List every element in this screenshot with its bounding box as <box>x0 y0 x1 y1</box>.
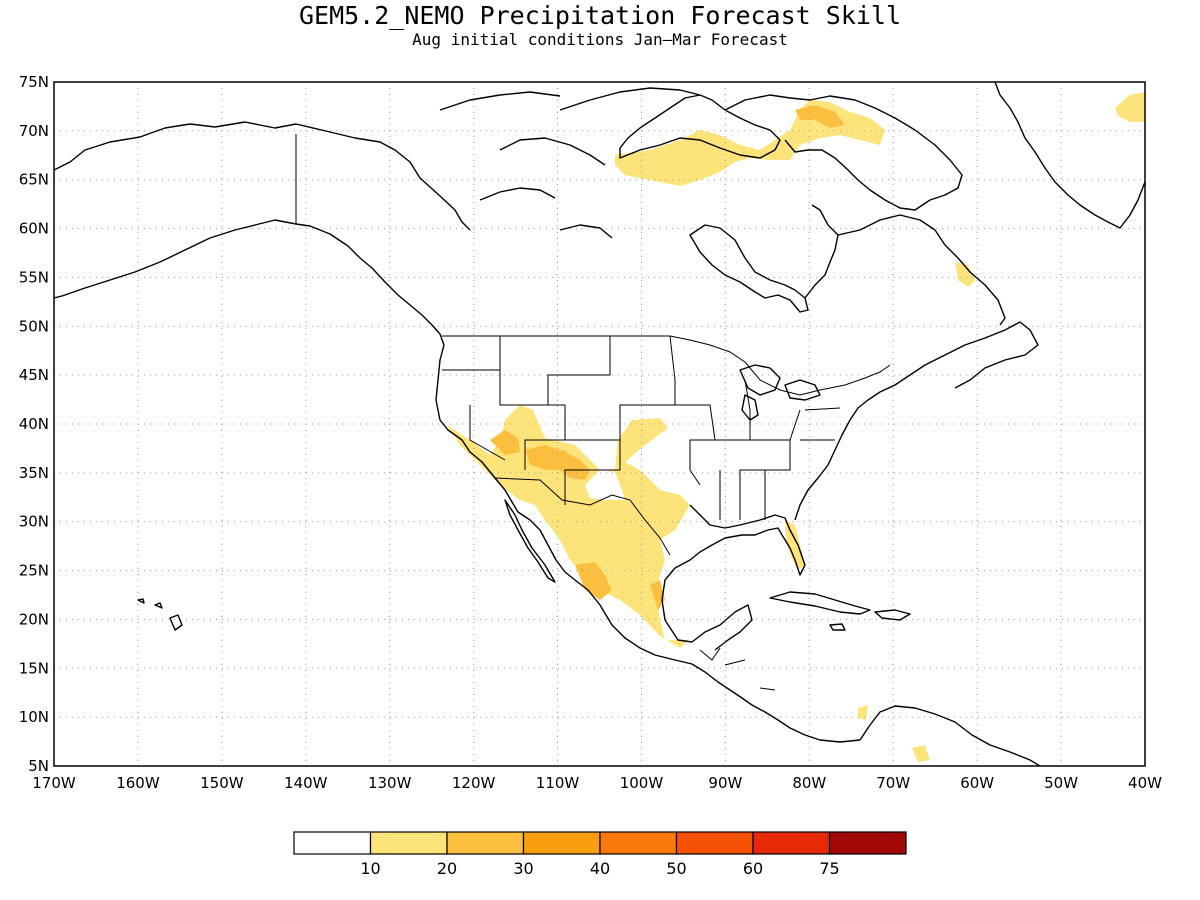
coastline-south-america <box>859 705 1041 766</box>
legend-label: 60 <box>743 859 763 878</box>
y-tick-label: 20N <box>19 610 49 628</box>
y-tick-label: 45N <box>19 366 49 384</box>
coastline-jamaica <box>829 623 846 631</box>
coastline-hispaniola <box>874 609 911 621</box>
border-us-states <box>442 335 841 520</box>
legend-label: 30 <box>513 859 533 878</box>
border-us-mexico <box>494 477 671 556</box>
x-tick-label: 160W <box>116 774 160 792</box>
graticule <box>54 82 1145 766</box>
skill-region-caribbean <box>858 705 868 720</box>
y-axis-ticks: 75N 70N 65N 60N 55N 50N 45N 40N 35N 30N 25N 20N 15N 1… <box>19 73 49 775</box>
color-legend: 10 20 30 40 50 60 75 <box>293 831 907 878</box>
map-frame <box>53 81 1146 767</box>
x-tick-label: 110W <box>536 774 580 792</box>
skill-region-arctic <box>615 100 885 186</box>
y-tick-label: 40N <box>19 415 49 433</box>
political-borders <box>295 134 891 691</box>
skill-region-labrador <box>955 262 975 287</box>
coastlines <box>54 82 1145 766</box>
legend-swatch <box>293 831 372 855</box>
y-tick-label: 5N <box>28 757 49 775</box>
y-tick-label: 70N <box>19 122 49 140</box>
legend-swatch <box>522 831 601 855</box>
x-tick-label: 130W <box>368 774 412 792</box>
border-mexico-central-america <box>699 647 776 691</box>
y-tick-label: 50N <box>19 317 49 335</box>
legend-label: 40 <box>590 859 610 878</box>
legend-label: 20 <box>437 859 457 878</box>
legend-swatch <box>752 831 831 855</box>
x-tick-label: 170W <box>32 774 76 792</box>
x-tick-label: 40W <box>1128 774 1162 792</box>
skill-region-greenland <box>1115 92 1145 122</box>
coastline-hudson-bay <box>689 204 839 313</box>
skill-region-southamerica <box>912 745 930 762</box>
y-tick-label: 25N <box>19 562 49 580</box>
x-tick-label: 50W <box>1044 774 1078 792</box>
y-tick-label: 10N <box>19 708 49 726</box>
y-tick-label: 65N <box>19 171 49 189</box>
coastline-hawaii <box>137 598 183 631</box>
coastline-cuba <box>769 591 871 615</box>
coastline-labrador <box>837 214 1006 326</box>
skill-region-arizona <box>490 430 520 455</box>
legend-swatch <box>369 831 448 855</box>
y-tick-label: 75N <box>19 73 49 91</box>
skill-region-southwest <box>447 405 690 648</box>
x-tick-label: 150W <box>200 774 244 792</box>
coastline-us-east <box>794 321 1039 521</box>
coastline-great-lakes <box>739 364 821 421</box>
skill-gap-newmexico <box>585 470 625 500</box>
y-tick-label: 55N <box>19 268 49 286</box>
legend-swatch <box>599 831 678 855</box>
border-us-canada <box>442 335 891 396</box>
x-tick-label: 80W <box>792 774 826 792</box>
map-subtitle: Aug initial conditions Jan—Mar Forecast <box>412 30 788 49</box>
legend-label: 75 <box>819 859 839 878</box>
skill-region-florida <box>785 520 805 570</box>
coastline-western-north-america <box>54 121 861 743</box>
y-tick-label: 15N <box>19 659 49 677</box>
map-area <box>54 82 1145 766</box>
x-tick-label: 70W <box>876 774 910 792</box>
skill-region-baffin <box>795 105 845 128</box>
skill-region-fourcorners-core <box>550 450 575 472</box>
x-tick-label: 120W <box>452 774 496 792</box>
coastline-gulf <box>661 504 806 651</box>
coastline-greenland <box>994 82 1145 229</box>
x-tick-label: 140W <box>284 774 328 792</box>
x-tick-label: 60W <box>960 774 994 792</box>
legend-label: 50 <box>666 859 686 878</box>
legend-swatch <box>675 831 754 855</box>
map-title: GEM5.2_NEMO Precipitation Forecast Skill <box>299 1 901 30</box>
skill-region-gulfmexico-coast <box>650 580 665 610</box>
x-tick-label: 90W <box>708 774 742 792</box>
coastline-arctic-islands <box>439 87 963 239</box>
skill-shading <box>447 92 1145 762</box>
legend-swatch <box>828 831 907 855</box>
y-tick-label: 30N <box>19 513 49 531</box>
skill-region-westmexico <box>575 562 612 600</box>
coastline-baja <box>504 499 556 583</box>
legend-swatch <box>446 831 525 855</box>
legend-label: 10 <box>360 859 380 878</box>
x-axis-ticks: 170W 160W 150W 140W 130W 120W 110W 100W 90W 80W 70… <box>32 774 1162 792</box>
y-tick-label: 60N <box>19 220 49 238</box>
y-tick-label: 35N <box>19 464 49 482</box>
x-tick-label: 100W <box>620 774 664 792</box>
